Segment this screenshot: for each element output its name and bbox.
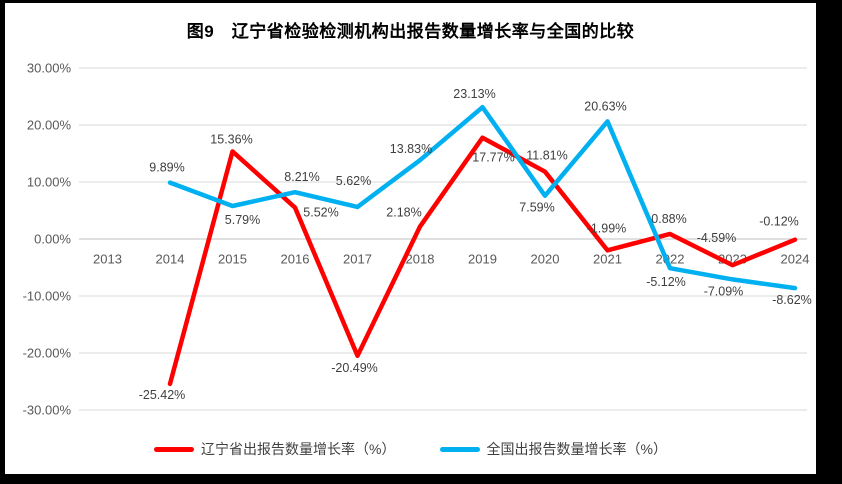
data-label: 0.88%: [651, 212, 686, 226]
legend-swatch-liaoning: [154, 446, 195, 452]
data-label: 15.36%: [210, 132, 252, 146]
x-tick-label: 2024: [781, 252, 810, 267]
data-label: 20.63%: [584, 99, 626, 113]
data-label: -7.09%: [704, 284, 744, 298]
data-label: -5.12%: [646, 275, 686, 289]
data-label: 8.21%: [284, 170, 319, 184]
series-line-1: [167, 104, 798, 291]
data-label: -25.42%: [139, 388, 186, 402]
data-label: 11.81%: [526, 149, 567, 163]
y-tick-label: 10.00%: [27, 175, 72, 190]
legend-swatch-national: [439, 446, 480, 452]
data-label: 5.62%: [336, 174, 371, 188]
x-tick-label: 2019: [468, 252, 497, 267]
x-tick-label: 2016: [281, 252, 310, 267]
x-tick-label: 2021: [593, 252, 622, 267]
data-label: -0.12%: [759, 215, 799, 229]
data-label: -1.99%: [587, 221, 627, 235]
y-tick-label: 30.00%: [27, 61, 72, 76]
x-tick-label: 2015: [218, 252, 247, 267]
legend: 辽宁省出报告数量增长率（%） 全国出报告数量增长率（%）: [5, 439, 816, 459]
x-tick-label: 2018: [406, 252, 435, 267]
y-tick-label: 0.00%: [34, 232, 71, 247]
legend-label-liaoning: 辽宁省出报告数量增长率（%）: [201, 441, 396, 457]
data-label: 17.77%: [472, 151, 514, 165]
data-label: -8.62%: [772, 293, 812, 307]
data-label: 9.89%: [149, 161, 184, 175]
legend-item-liaoning: 辽宁省出报告数量增长率（%）: [154, 439, 396, 459]
y-tick-label: -10.00%: [23, 289, 72, 304]
data-label: 5.79%: [225, 213, 260, 227]
chart-container: 图9 辽宁省检验检测机构出报告数量增长率与全国的比较 30.00% 20.00% 1…: [5, 3, 816, 474]
legend-label-national: 全国出报告数量增长率（%）: [486, 441, 667, 457]
data-label: 5.52%: [303, 206, 338, 220]
x-tick-label: 2020: [531, 252, 560, 267]
plot-area: 30.00% 20.00% 10.00% 0.00% -10.00% -20.00% -30…: [23, 61, 812, 418]
data-label: 2.18%: [386, 206, 421, 220]
data-label: 13.83%: [390, 142, 432, 156]
series-line-0: [167, 135, 798, 387]
x-tick-label: 2013: [93, 252, 122, 267]
y-tick-label: 20.00%: [27, 118, 72, 133]
data-label: -4.59%: [697, 231, 737, 245]
legend-item-national: 全国出报告数量增长率（%）: [439, 439, 667, 459]
x-tick-label: 2017: [343, 252, 372, 267]
data-label: -20.49%: [331, 361, 378, 375]
y-tick-label: -20.00%: [23, 346, 72, 361]
data-label: 23.13%: [453, 87, 495, 101]
data-label: 7.59%: [519, 201, 554, 215]
chart-title: 图9 辽宁省检验检测机构出报告数量增长率与全国的比较: [186, 22, 635, 41]
x-tick-label: 2014: [156, 252, 185, 267]
y-tick-label: -30.00%: [23, 403, 72, 418]
